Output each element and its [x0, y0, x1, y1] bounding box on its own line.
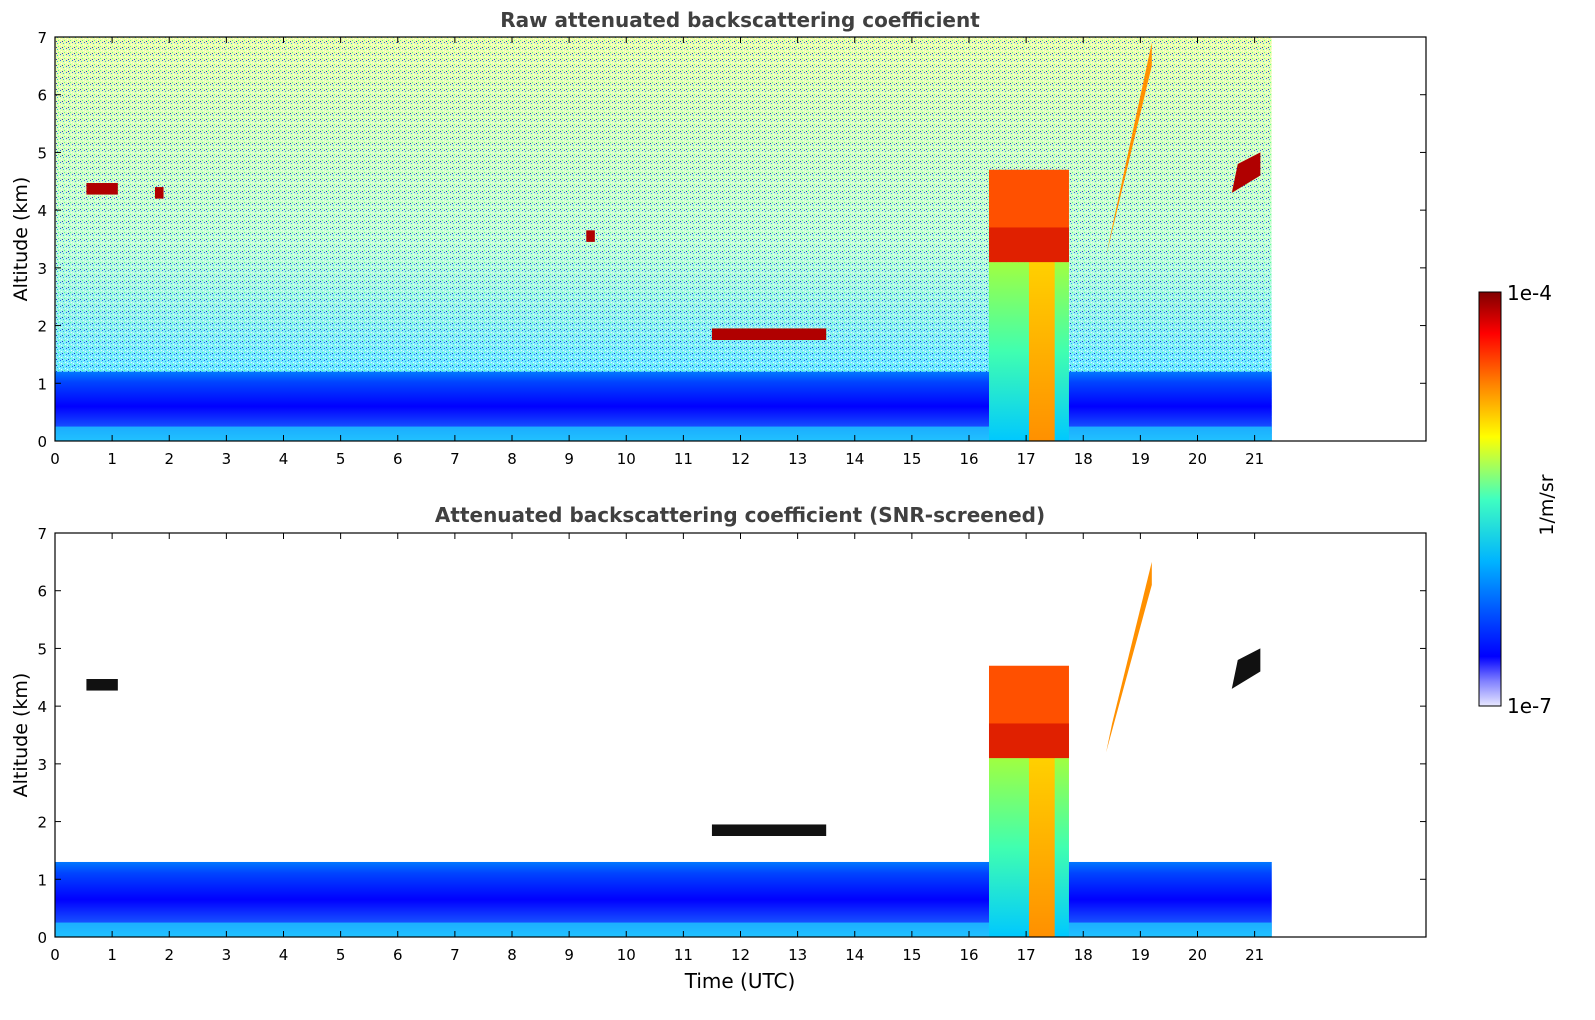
x-tick-label: 7 [450, 946, 460, 964]
y-tick-label: 7 [37, 525, 47, 543]
x-axis: 0 1 2 3 4 5 6 7 8 9 10 11 12 13 14 15 16 17 18 19 20 21 [50, 533, 1264, 964]
x-tick-label: 2 [164, 946, 174, 964]
y-tick-label: 3 [37, 756, 47, 774]
chart-panel-raw: Raw attenuated backscattering coefficien… [10, 8, 1427, 468]
x-tick-label: 9 [564, 946, 574, 964]
x-tick-label: 4 [279, 450, 289, 468]
x-tick-label: 16 [959, 450, 978, 468]
colorbar-unit-label: 1/m/sr [1536, 474, 1558, 535]
x-tick-label: 13 [788, 946, 807, 964]
y-axis-label: Altitude (km) [10, 177, 32, 302]
x-tick-label: 7 [450, 450, 460, 468]
x-tick-label: 8 [507, 450, 517, 468]
x-tick-label: 17 [1017, 450, 1036, 468]
cloud-layer [1231, 648, 1261, 689]
cloud-layer [1106, 42, 1152, 257]
x-tick-label: 1 [107, 946, 117, 964]
chart-panel-screened: Attenuated backscattering coefficient (S… [10, 503, 1427, 993]
y-tick-label: 0 [37, 929, 47, 947]
x-tick-label: 5 [336, 946, 346, 964]
cloud-layer [586, 230, 595, 242]
x-tick-label: 3 [222, 946, 232, 964]
x-tick-label: 11 [674, 450, 693, 468]
cloud-layer [1106, 561, 1152, 753]
x-axis-label: Time (UTC) [684, 969, 796, 993]
y-tick-label: 6 [37, 583, 47, 601]
y-tick-label: 2 [37, 814, 47, 832]
y-tick-label: 3 [37, 260, 47, 278]
x-tick-label: 6 [393, 450, 403, 468]
precipitation-core [1028, 262, 1055, 441]
cloud-layer [86, 183, 118, 195]
x-tick-label: 18 [1074, 450, 1093, 468]
x-tick-label: 15 [902, 946, 921, 964]
colorbar-gradient [1478, 291, 1502, 707]
y-tick-label: 0 [37, 433, 47, 451]
x-tick-label: 11 [674, 946, 693, 964]
x-tick-label: 1 [107, 450, 117, 468]
y-tick-label: 1 [37, 375, 47, 393]
x-tick-label: 12 [731, 450, 750, 468]
colorbar: 1e-4 1e-7 1/m/sr [1478, 281, 1558, 718]
x-tick-label: 10 [617, 946, 636, 964]
x-tick-label: 13 [788, 450, 807, 468]
x-tick-label: 19 [1131, 450, 1150, 468]
plot-area [55, 37, 1272, 441]
cloud-base [988, 227, 1069, 263]
x-tick-label: 4 [279, 946, 289, 964]
x-tick-label: 6 [393, 946, 403, 964]
precipitation-core [1028, 758, 1055, 937]
y-tick-label: 5 [37, 640, 47, 658]
cloud-layer [711, 824, 827, 836]
x-tick-label: 17 [1017, 946, 1036, 964]
x-tick-label: 19 [1131, 946, 1150, 964]
x-tick-label: 12 [731, 946, 750, 964]
y-axis: 0 1 2 3 4 5 6 7 [37, 525, 1426, 947]
x-tick-label: 16 [959, 946, 978, 964]
y-tick-label: 1 [37, 871, 47, 889]
x-tick-label: 0 [50, 946, 60, 964]
x-tick-label: 0 [50, 450, 60, 468]
y-tick-label: 2 [37, 318, 47, 336]
x-tick-label: 2 [164, 450, 174, 468]
y-tick-label: 4 [37, 202, 47, 220]
y-axis-label: Altitude (km) [10, 673, 32, 798]
y-axis: 0 1 2 3 4 5 6 7 [37, 29, 1426, 451]
x-tick-label: 5 [336, 450, 346, 468]
x-tick-label: 20 [1188, 946, 1207, 964]
near-surface-layer [55, 426, 1272, 441]
x-tick-label: 18 [1074, 946, 1093, 964]
cloud-layer [86, 679, 118, 691]
plot-area [55, 561, 1272, 937]
chart-title: Attenuated backscattering coefficient (S… [435, 503, 1045, 527]
y-tick-label: 7 [37, 29, 47, 47]
x-tick-label: 8 [507, 946, 517, 964]
x-axis: 0 1 2 3 4 5 6 7 8 9 10 11 12 13 14 15 16 17 18 19 20 21 [50, 37, 1264, 468]
cloud-layer [1231, 152, 1261, 193]
y-tick-label: 4 [37, 698, 47, 716]
x-tick-label: 9 [564, 450, 574, 468]
chart-title: Raw attenuated backscattering coefficien… [500, 8, 980, 32]
x-tick-label: 3 [222, 450, 232, 468]
x-tick-label: 14 [845, 946, 864, 964]
x-tick-label: 10 [617, 450, 636, 468]
x-tick-label: 21 [1245, 946, 1264, 964]
y-tick-label: 6 [37, 87, 47, 105]
x-tick-label: 20 [1188, 450, 1207, 468]
near-surface-layer [55, 922, 1272, 937]
cloud-layer [711, 328, 827, 340]
colorbar-max-label: 1e-4 [1507, 281, 1552, 305]
cloud-base [988, 723, 1069, 759]
x-tick-label: 21 [1245, 450, 1264, 468]
x-tick-label: 14 [845, 450, 864, 468]
y-tick-label: 5 [37, 144, 47, 162]
colorbar-min-label: 1e-7 [1507, 694, 1552, 718]
cloud-layer [154, 187, 164, 199]
x-tick-label: 15 [902, 450, 921, 468]
